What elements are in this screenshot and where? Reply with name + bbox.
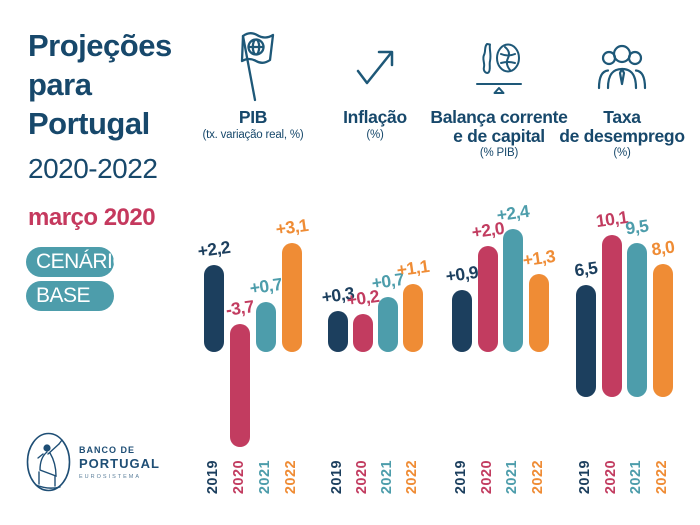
group-header-balanca: Balança corrente e de capital (% PIB) [419, 108, 579, 159]
bar-taxa-desemprego-2021 [627, 242, 648, 397]
title-line-3: Portugal [28, 106, 150, 141]
year-label-pib-2021: 2021 [257, 459, 273, 495]
bar-pib-2022 [282, 243, 302, 352]
year-label-balanca-2019: 2019 [453, 459, 469, 495]
year-label-pib-2022: 2022 [283, 459, 299, 495]
year-label-pib-2019: 2019 [205, 459, 221, 495]
bank-name-line1: BANCO DE [79, 444, 136, 455]
bar-pib-2020 [230, 324, 250, 448]
bar-balanca-2021 [503, 229, 524, 352]
year-label-inflacao-2021: 2021 [379, 459, 395, 495]
value-label-pib-2022: +3,1 [274, 215, 310, 240]
bank-name: BANCO DE PORTUGAL EUROSISTEMA [79, 445, 160, 480]
group-subtitle: (tx. variação real, %) [202, 128, 304, 141]
year-label-balanca-2021: 2021 [504, 459, 521, 495]
year-label-taxa-desemprego-2022: 2022 [653, 459, 670, 495]
year-label-balanca-2022: 2022 [529, 459, 546, 495]
year-label-inflacao-2022: 2022 [404, 459, 420, 495]
group-title-line2: e de capital [453, 125, 545, 146]
banco-de-portugal-logo: BANCO DE PORTUGAL EUROSISTEMA [26, 432, 160, 492]
group-title: Taxa de desemprego [542, 108, 700, 145]
period-subtitle: 2020-2022 [28, 153, 158, 184]
group-title-line1: Balança corrente [430, 107, 568, 127]
page-title: Projeções para Portugal [28, 26, 198, 143]
group-header-inflacao: Inflação (%) [295, 108, 455, 141]
rising-arrow-icon [356, 50, 394, 85]
value-label-pib-2019: +2,2 [196, 237, 232, 262]
group-title: Balança corrente e de capital [419, 108, 579, 145]
bank-emblem-icon [26, 432, 71, 492]
bar-pib-2019 [204, 265, 224, 352]
bar-inflacao-2019 [328, 310, 348, 352]
bar-inflacao-2021 [378, 297, 398, 352]
bar-inflacao-2022 [403, 283, 423, 352]
date-label: março 2020 [28, 204, 156, 231]
title-line-1: Projeções [28, 28, 172, 63]
bar-balanca-2019 [452, 290, 472, 352]
bank-eurosystem-label: EUROSISTEMA [79, 473, 142, 480]
group-title-line2: de desemprego [559, 125, 685, 146]
bar-taxa-desemprego-2019 [576, 284, 596, 397]
value-label-inflacao-2022: +1,1 [395, 255, 431, 280]
group-subtitle: (%) [613, 147, 631, 159]
value-label-balanca-2022: +1,3 [521, 245, 557, 271]
flag-globe-icon [240, 32, 275, 102]
year-label-pib-2020: 2020 [231, 459, 247, 495]
year-label-taxa-desemprego-2019: 2019 [577, 459, 593, 495]
year-label-inflacao-2019: 2019 [329, 459, 345, 495]
bar-pib-2021 [256, 301, 276, 352]
group-subtitle: (%) [366, 128, 384, 141]
value-label-balanca-2021: +2,4 [495, 201, 531, 226]
year-label-taxa-desemprego-2021: 2021 [628, 459, 645, 495]
year-label-taxa-desemprego-2020: 2020 [602, 459, 619, 495]
bar-balanca-2020 [477, 245, 498, 352]
bar-taxa-desemprego-2020 [601, 234, 622, 397]
value-label-taxa-desemprego-2022: 8,0 [649, 236, 676, 260]
bar-inflacao-2020 [353, 314, 373, 352]
balance-scale-icon [476, 43, 522, 94]
base-pill: BASE [26, 281, 114, 311]
group-title-line1: PIB [238, 107, 268, 127]
bank-name-line2: PORTUGAL [79, 455, 160, 471]
group-title: Inflação [295, 108, 455, 127]
title-line-2: para [28, 67, 92, 102]
group-title-line1: Inflação [343, 107, 407, 127]
year-label-balanca-2020: 2020 [478, 459, 495, 495]
scenario-pill: CENÁRIO [26, 247, 129, 277]
group-header-taxa-desemprego: Taxa de desemprego (%) [542, 108, 700, 159]
group-header-pib: PIB (tx. variação real, %) [173, 108, 333, 141]
group-title: PIB [173, 108, 333, 127]
bar-taxa-desemprego-2022 [652, 263, 673, 397]
group-subtitle: (% PIB) [479, 147, 519, 159]
people-group-icon [597, 44, 647, 90]
year-label-inflacao-2020: 2020 [354, 459, 370, 495]
group-title-line1: Taxa [603, 107, 641, 127]
bar-balanca-2022 [528, 274, 549, 352]
